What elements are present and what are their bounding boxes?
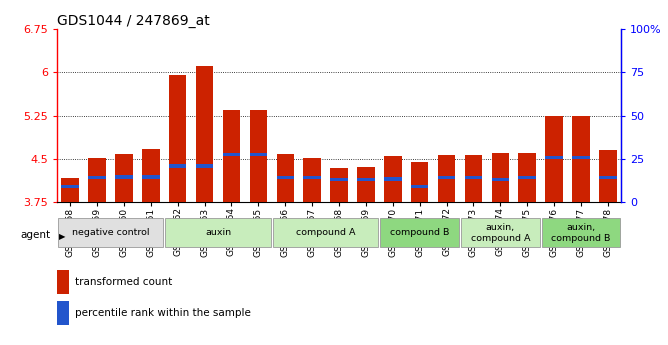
Bar: [142, 149, 160, 202]
Bar: [411, 161, 428, 202]
Text: auxin,
compound B: auxin, compound B: [551, 223, 611, 243]
Text: compound B: compound B: [390, 228, 450, 237]
Text: compound A: compound A: [296, 228, 355, 237]
Bar: [461, 218, 540, 247]
Text: GDS1044 / 247869_at: GDS1044 / 247869_at: [57, 14, 210, 28]
Bar: [142, 175, 160, 179]
Bar: [572, 156, 590, 159]
Bar: [57, 270, 69, 294]
Bar: [330, 168, 348, 202]
Bar: [61, 178, 79, 202]
Text: negative control: negative control: [71, 228, 149, 237]
Bar: [438, 155, 456, 202]
Bar: [169, 75, 186, 202]
Bar: [277, 176, 294, 179]
Bar: [380, 218, 459, 247]
Bar: [357, 167, 375, 202]
Bar: [465, 176, 482, 179]
Bar: [88, 176, 106, 179]
Bar: [465, 155, 482, 202]
Bar: [572, 116, 590, 202]
Bar: [196, 66, 213, 202]
Bar: [250, 110, 267, 202]
Bar: [545, 116, 562, 202]
Bar: [222, 110, 240, 202]
Bar: [116, 154, 133, 202]
Bar: [384, 177, 401, 180]
Bar: [61, 185, 79, 188]
Bar: [411, 185, 428, 188]
Text: ▶: ▶: [59, 232, 65, 241]
Bar: [492, 178, 509, 181]
Bar: [599, 176, 617, 179]
Bar: [518, 176, 536, 179]
Bar: [438, 176, 456, 179]
Bar: [58, 218, 163, 247]
Bar: [250, 153, 267, 156]
Bar: [492, 153, 509, 202]
Bar: [542, 218, 620, 247]
Bar: [196, 165, 213, 168]
Bar: [88, 158, 106, 202]
Text: transformed count: transformed count: [75, 277, 172, 287]
Bar: [330, 178, 348, 181]
Bar: [222, 153, 240, 156]
Bar: [518, 153, 536, 202]
Text: agent: agent: [20, 230, 50, 239]
Bar: [384, 156, 401, 202]
Bar: [166, 218, 271, 247]
Text: auxin: auxin: [205, 228, 231, 237]
Bar: [116, 175, 133, 179]
Bar: [357, 178, 375, 181]
Bar: [57, 301, 69, 325]
Bar: [169, 165, 186, 168]
Bar: [277, 154, 294, 202]
Bar: [303, 176, 321, 179]
Text: percentile rank within the sample: percentile rank within the sample: [75, 308, 251, 318]
Bar: [303, 158, 321, 202]
Bar: [273, 218, 378, 247]
Bar: [545, 156, 562, 159]
Bar: [599, 150, 617, 202]
Text: auxin,
compound A: auxin, compound A: [470, 223, 530, 243]
